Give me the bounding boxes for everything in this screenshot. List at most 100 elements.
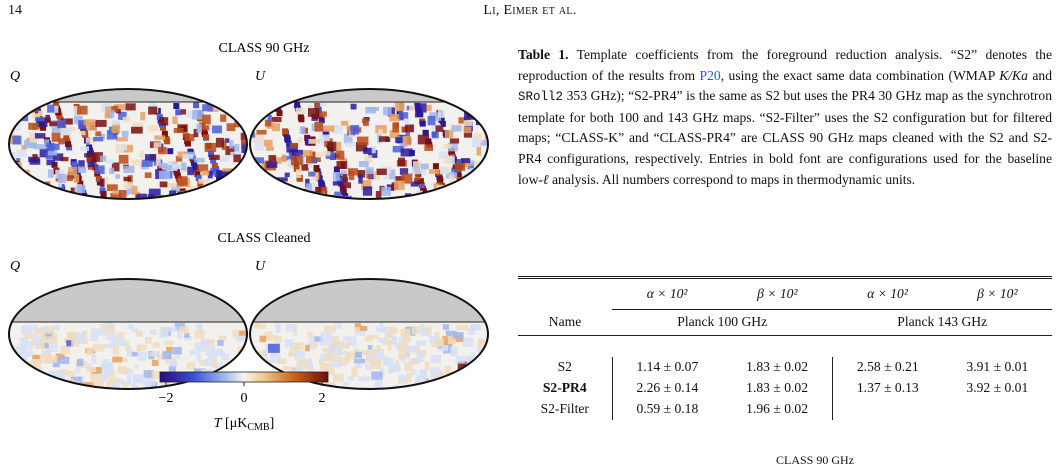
map-pixel [24,372,34,378]
map-pixel [319,102,327,107]
map-pixel [452,332,464,339]
map-pixel [325,152,337,160]
map-pixel [162,165,173,171]
map-pixel [298,195,307,199]
map-pixel [401,173,413,184]
map-pixel [49,370,61,380]
map-pixel [454,382,463,389]
map-pixel [322,130,329,137]
map-pixel [455,371,467,377]
map-pixel [335,142,342,152]
map-pixel [106,184,118,192]
map-pixel [166,326,177,332]
col-header: α × 10² [867,285,908,301]
map-pixel [202,134,209,141]
map-pixel [483,193,488,199]
map-pixel [431,131,439,139]
map-pixel [266,187,277,193]
map-pixel [71,338,80,347]
map-pixel [440,168,450,174]
map-pixel [268,155,277,162]
cell: 3.91 ± 0.01 [966,359,1029,374]
map-pixel [455,355,466,364]
map-pixel [44,139,50,146]
map-pixel [485,159,488,167]
map-pixel [415,340,427,346]
map-pixel [460,378,471,388]
map-pixel [87,147,94,154]
map-pixel [471,174,482,181]
map-pixel [77,184,86,193]
map-pixel [376,344,381,353]
map-pixel [125,103,136,111]
map-pixel [241,166,247,173]
map-pixel [246,198,247,199]
map-pixel [392,145,404,153]
map-pixel [398,112,409,119]
map-pixel [313,165,320,172]
map-pixel [443,144,452,149]
map-pixel [32,154,38,163]
map-pixel [146,378,156,386]
map-pixel [73,174,80,183]
map-pixel [250,183,263,191]
map-pixel [318,181,325,188]
map-pixel [342,174,348,183]
map-pixel [238,330,247,336]
map-pixel [307,331,313,338]
map-pixel [12,345,24,355]
map-pixel [93,136,104,142]
map-pixel [432,163,439,170]
map-pixel [137,344,147,351]
map-pixel [267,196,276,199]
map-pixel [67,370,76,377]
map-pixel [340,356,348,366]
map-pixel [184,140,191,147]
map-pixel [333,197,339,199]
map-pixel [332,181,343,186]
map-pixel [93,379,104,388]
map-pixel [119,357,128,363]
map-pixel [294,342,305,350]
map-pixel [309,366,314,373]
map-pixel [455,385,462,389]
map-pixel [29,134,39,143]
map-pixel [346,125,354,131]
map-pixel [68,166,78,176]
cell: 2.58 ± 0.21 [831,356,943,378]
map-pixel [91,367,102,374]
map-pixel [211,162,218,169]
map-pixel [241,148,247,154]
map-pixel [89,334,98,342]
map-pixel [25,381,34,389]
map-pixel [177,329,182,339]
map-pixel [187,148,194,155]
map-pixel [104,112,113,119]
map-pixel [177,176,188,186]
map-pixel [429,382,436,389]
map-pixel [212,125,223,134]
map-pixel [453,197,465,199]
map-pixel [252,175,262,181]
map-pixel [255,363,267,368]
map-pixel [243,179,247,186]
map-pixel [371,360,382,370]
map-pixel [419,103,427,113]
map-pixel [46,355,58,363]
map-pixel [467,163,474,170]
map-pixel [203,190,214,198]
map-pixel [131,383,137,389]
map-pixel [454,163,466,171]
map-pixel [487,369,488,380]
table: α × 10² β × 10² α × 10² β × 10² Name Pla… [518,276,1052,468]
map-pixel [292,162,299,169]
map-pixel [392,122,400,133]
map-pixel [293,165,300,172]
map-pixel [18,380,26,387]
map-pixel [437,109,445,118]
citation-link[interactable]: P20 [699,67,721,83]
map-pixel [470,323,482,331]
map-pixel [12,182,25,187]
map-pixel [197,164,209,172]
map-pixel [15,183,26,189]
